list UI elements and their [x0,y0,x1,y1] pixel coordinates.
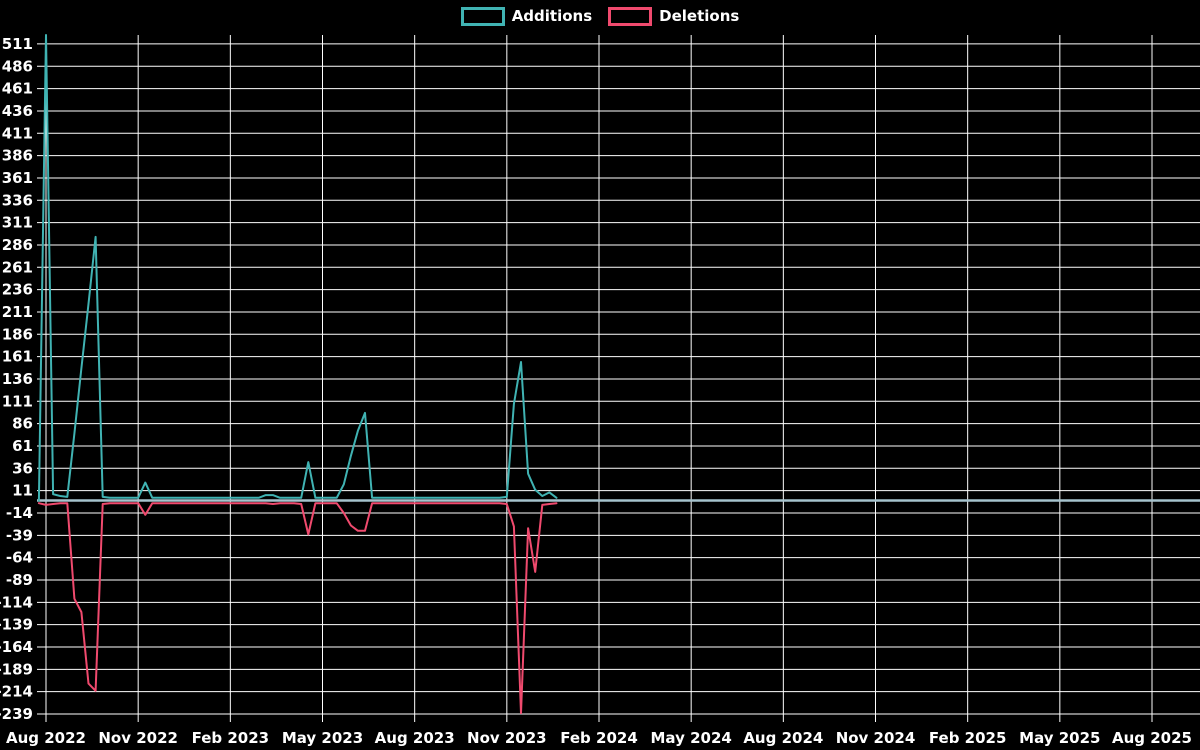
y-tick-label: 261 [2,258,33,276]
y-tick-label: -239 [0,705,33,723]
y-tick-label: 86 [12,415,33,433]
y-tick-label: 486 [2,57,33,75]
y-tick-label: -14 [6,504,33,522]
y-tick-label: 411 [2,124,33,142]
y-tick-label: 286 [2,236,33,254]
legend-item-additions[interactable]: Additions [460,7,593,26]
y-tick-label: 236 [2,281,33,299]
x-tick-label: Feb 2025 [929,729,1007,747]
y-tick-label: -189 [0,660,33,678]
y-tick-label: 436 [2,102,33,120]
additions-line [37,34,558,502]
x-tick-label: Aug 2022 [6,729,86,747]
y-tick-label: 461 [2,80,33,98]
y-tick-label: 111 [2,392,33,410]
x-tick-label: May 2025 [1019,729,1100,747]
y-tick-label: -214 [0,683,33,701]
y-tick-label: 211 [2,303,33,321]
y-tick-label: 511 [2,35,33,53]
y-tick-label: 36 [12,459,33,477]
y-tick-label: -64 [6,549,33,567]
y-tick-label: 11 [12,482,33,500]
y-tick-label: 311 [2,214,33,232]
y-tick-label: -39 [6,526,33,544]
y-tick-label: 61 [12,437,33,455]
legend: Additions Deletions [0,7,1200,26]
y-tick-label: -89 [6,571,33,589]
x-tick-label: May 2024 [650,729,731,747]
x-tick-label: May 2023 [282,729,363,747]
x-tick-label: Nov 2024 [836,729,916,747]
y-tick-label: 386 [2,147,33,165]
y-tick-label: -139 [0,616,33,634]
x-tick-label: Feb 2023 [192,729,270,747]
x-tick-label: Feb 2024 [560,729,638,747]
y-tick-label: 336 [2,191,33,209]
y-tick-label: 161 [2,348,33,366]
deletions-swatch [608,7,653,26]
x-tick-label: Aug 2023 [375,729,455,747]
y-tick-label: -114 [0,593,33,611]
x-tick-label: Nov 2023 [467,729,547,747]
x-tick-label: Aug 2024 [743,729,823,747]
y-tick-label: 136 [2,370,33,388]
y-tick-label: 186 [2,325,33,343]
legend-label-additions: Additions [511,7,593,25]
deletions-line [37,502,558,715]
legend-label-deletions: Deletions [659,7,740,25]
additions-swatch [460,7,505,26]
y-tick-label: 361 [2,169,33,187]
y-tick-label: -164 [0,638,33,656]
legend-item-deletions[interactable]: Deletions [608,7,739,26]
x-tick-label: Nov 2022 [98,729,178,747]
x-tick-label: Aug 2025 [1112,729,1192,747]
